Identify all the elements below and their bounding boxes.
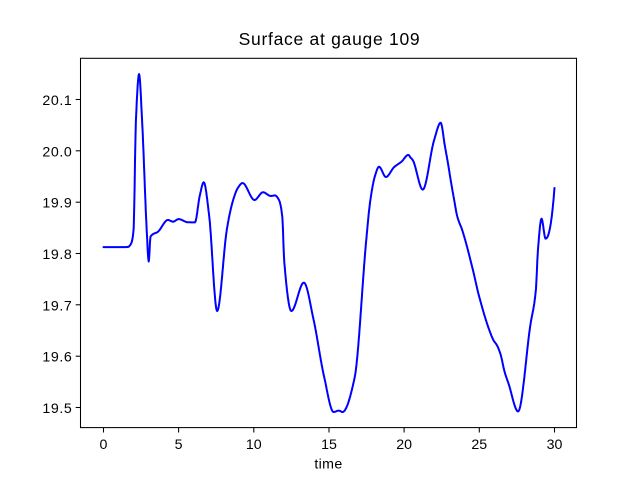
svg-text:19.8: 19.8 [42, 247, 72, 263]
svg-text:0: 0 [100, 437, 108, 453]
svg-text:20: 20 [396, 437, 412, 453]
svg-text:19.6: 19.6 [42, 350, 72, 366]
svg-text:Surface at gauge 109: Surface at gauge 109 [239, 29, 421, 49]
svg-text:19.9: 19.9 [42, 196, 72, 212]
svg-text:5: 5 [175, 437, 183, 453]
svg-text:20.1: 20.1 [42, 93, 72, 109]
svg-text:25: 25 [471, 437, 487, 453]
svg-text:time: time [314, 457, 342, 473]
svg-text:10: 10 [246, 437, 262, 453]
svg-text:19.7: 19.7 [42, 298, 72, 314]
svg-text:15: 15 [321, 437, 337, 453]
svg-text:20.0: 20.0 [42, 144, 72, 160]
svg-text:30: 30 [547, 437, 563, 453]
svg-text:19.5: 19.5 [42, 401, 72, 417]
